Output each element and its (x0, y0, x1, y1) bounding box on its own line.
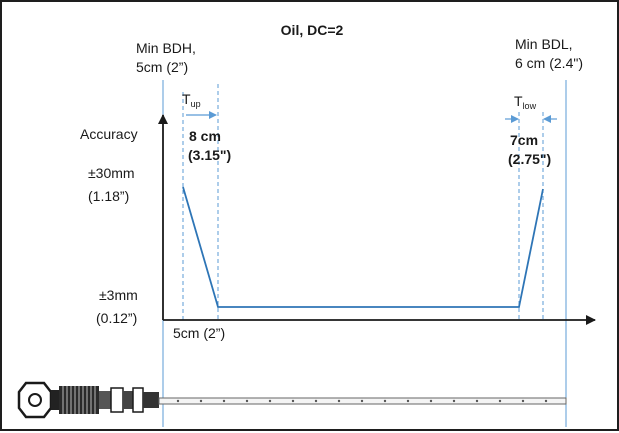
t-low-value: 7cm (510, 132, 538, 148)
y-axis-label: Accuracy (80, 126, 138, 142)
min-bdl-value: 6 cm (2.4") (515, 55, 583, 71)
min-bdl-label: Min BDL, (515, 36, 573, 52)
y-low-label: ±3mm (99, 287, 138, 303)
x-axis-marker: 5cm (2”) (173, 325, 225, 341)
y-low-label-inch: (0.12”) (96, 310, 137, 326)
diagram-title: Oil, DC=2 (281, 22, 344, 38)
t-up-value: 8 cm (189, 128, 221, 144)
t-low-value-inch: (2.75") (508, 151, 551, 167)
min-bdh-value: 5cm (2”) (136, 59, 188, 75)
transmitter-head-icon (17, 381, 159, 419)
accuracy-curve (182, 186, 544, 308)
y-high-label-inch: (1.18”) (88, 188, 129, 204)
t-up-symbol: Tup (182, 91, 201, 109)
t-low-symbol: Tlow (514, 93, 537, 111)
y-high-label: ±30mm (88, 165, 135, 181)
t-up-value-inch: (3.15") (188, 147, 231, 163)
min-bdh-label: Min BDH, (136, 40, 196, 56)
probe-rod (158, 397, 567, 405)
